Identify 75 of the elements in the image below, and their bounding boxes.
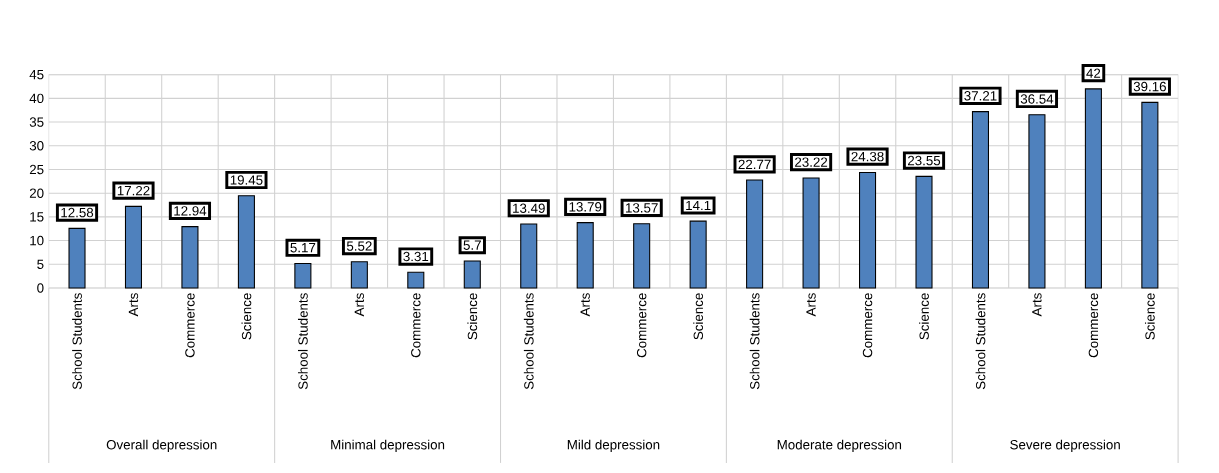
x-tick-label: Commerce — [1088, 293, 1099, 358]
text: Overall depression — [106, 439, 217, 453]
y-tick-label: 25 — [29, 164, 44, 175]
text: Minimal depression — [331, 439, 445, 453]
bar — [294, 262, 312, 289]
data-label: 17.22 — [117, 185, 150, 196]
bar — [1028, 114, 1046, 289]
bar — [746, 179, 764, 289]
y-tick-label: 5 — [37, 259, 44, 269]
text: Moderate depression — [777, 439, 902, 453]
data-label: 19.45 — [230, 175, 263, 185]
bar — [68, 227, 86, 289]
data-label: 12.94 — [174, 206, 207, 216]
x-tick-label: Commerce — [636, 293, 647, 358]
bar — [463, 260, 481, 289]
x-tick-label: School Students — [975, 293, 986, 390]
data-label: 5.7 — [463, 240, 481, 250]
bar — [124, 205, 143, 289]
x-tick-label: Arts — [128, 293, 139, 317]
data-label: 14.1 — [686, 200, 711, 211]
x-tick-label: Science — [919, 293, 929, 340]
data-label: 5.52 — [346, 241, 372, 251]
x-tick-label: Commerce — [862, 293, 873, 358]
x-tick-label: Science — [467, 293, 478, 340]
bar — [350, 261, 368, 289]
bar — [520, 223, 538, 289]
y-tick-label: 20 — [29, 188, 44, 198]
data-label: 13.79 — [569, 202, 602, 212]
data-label: 13.49 — [513, 203, 545, 213]
x-tick-label: Science — [693, 293, 704, 340]
bar — [576, 222, 594, 289]
y-tick-label: 45 — [29, 70, 44, 80]
bar — [237, 195, 255, 289]
y-tick-label: 40 — [29, 93, 44, 104]
x-tick-label: School Students — [297, 293, 308, 390]
x-tick-label: Science — [1144, 293, 1155, 340]
x-tick-label: Commerce — [185, 293, 195, 358]
bar — [1084, 88, 1102, 289]
x-tick-label: School Students — [749, 293, 760, 390]
data-label: 22.77 — [738, 159, 771, 169]
y-tick-label: 10 — [30, 235, 44, 246]
bar — [859, 171, 877, 289]
x-tick-label: Arts — [580, 293, 590, 317]
data-label: 42 — [1086, 68, 1101, 78]
x-tick-label: School Students — [72, 293, 82, 390]
x-tick-label: Arts — [806, 293, 816, 317]
data-label: 3.31 — [403, 251, 429, 262]
data-label: 36.54 — [1020, 94, 1054, 104]
y-tick-label: 35 — [29, 117, 44, 127]
data-label: 39.16 — [1133, 81, 1166, 92]
x-tick-label: Arts — [1032, 293, 1042, 317]
data-label: 23.22 — [795, 157, 828, 167]
x-tick-label: Commerce — [411, 293, 421, 358]
data-label: 13.57 — [626, 203, 658, 213]
y-tick-label: 30 — [29, 141, 44, 151]
x-tick-label: Arts — [354, 293, 364, 317]
bar — [633, 223, 651, 289]
y-tick-label: 0 — [37, 283, 44, 293]
bar — [181, 226, 199, 289]
bar — [971, 111, 990, 289]
bar — [915, 175, 933, 289]
data-label: 12.58 — [61, 207, 94, 218]
data-label: 37.21 — [964, 91, 997, 101]
text: Mild depression — [567, 439, 660, 453]
text: Severe depression — [1010, 439, 1120, 453]
bar — [802, 177, 820, 289]
y-tick-label: 15 — [30, 212, 44, 222]
data-label: 24.38 — [851, 151, 884, 162]
bar — [689, 220, 707, 289]
bar — [1141, 101, 1159, 289]
data-label: 5.17 — [290, 243, 316, 253]
bar — [407, 271, 425, 289]
data-label: 23.55 — [907, 155, 941, 166]
x-tick-label: School Students — [523, 293, 534, 390]
x-tick-label: Science — [241, 293, 252, 340]
